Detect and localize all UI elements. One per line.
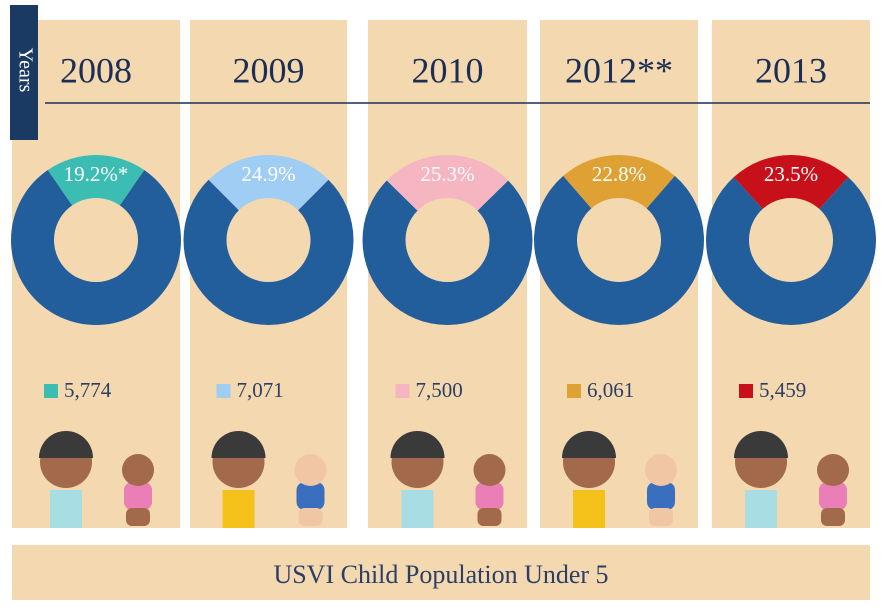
child-hair xyxy=(39,431,93,458)
donut-rest xyxy=(362,180,533,325)
count-label: 7,500 xyxy=(416,378,463,402)
percent-label: 23.5% xyxy=(764,162,818,186)
baby-head xyxy=(473,454,506,486)
year-label: 2012** xyxy=(565,50,673,90)
year-label: 2009 xyxy=(233,50,305,90)
legend-swatch xyxy=(216,384,231,398)
baby-head xyxy=(645,454,677,486)
baby-legs xyxy=(477,508,502,526)
legend-swatch xyxy=(567,384,581,398)
baby-legs xyxy=(649,508,673,526)
child-body xyxy=(573,490,605,528)
axis-label: Years xyxy=(14,48,36,93)
donut-segment xyxy=(386,155,509,211)
donut-segment xyxy=(208,155,329,211)
title-banner xyxy=(12,545,870,600)
legend-swatch xyxy=(44,384,58,398)
baby-body xyxy=(296,482,325,510)
baby-legs xyxy=(821,508,845,526)
child-body xyxy=(50,490,82,528)
baby-legs xyxy=(126,508,150,526)
count-label: 7,071 xyxy=(237,378,284,402)
legend-swatch xyxy=(395,384,410,398)
donut-segment xyxy=(563,154,675,209)
baby-body xyxy=(647,482,675,510)
percent-label: 25.3% xyxy=(420,162,474,186)
count-label: 5,459 xyxy=(759,378,806,402)
child-body xyxy=(745,490,777,528)
child-hair xyxy=(211,431,266,458)
axis-label-box xyxy=(10,5,38,140)
baby-body xyxy=(819,482,847,510)
donut-segment xyxy=(733,155,849,209)
legend-swatch xyxy=(739,384,753,398)
donut-rest xyxy=(706,177,876,325)
percent-label: 24.9% xyxy=(241,162,295,186)
year-label: 2013 xyxy=(755,50,827,90)
percent-label: 22.8% xyxy=(592,162,646,186)
child-body xyxy=(401,490,434,528)
chart-title: USVI Child Population Under 5 xyxy=(273,560,608,589)
count-label: 5,774 xyxy=(64,378,112,402)
year-label: 2008 xyxy=(60,50,132,90)
year-label: 2010 xyxy=(412,50,484,90)
donut-rest xyxy=(11,169,182,326)
child-body xyxy=(222,490,255,528)
donut-rest xyxy=(534,175,705,325)
donut-segment xyxy=(47,155,145,206)
baby-legs xyxy=(298,508,323,526)
donut-rest xyxy=(183,179,354,326)
percent-label: 19.2%* xyxy=(64,162,129,186)
baby-head xyxy=(122,454,154,486)
baby-body xyxy=(124,482,152,510)
count-label: 6,061 xyxy=(587,378,634,402)
child-hair xyxy=(390,431,445,458)
child-hair xyxy=(562,431,616,458)
baby-body xyxy=(475,482,504,510)
baby-head xyxy=(294,454,327,486)
child-hair xyxy=(734,431,788,458)
baby-head xyxy=(817,454,849,486)
